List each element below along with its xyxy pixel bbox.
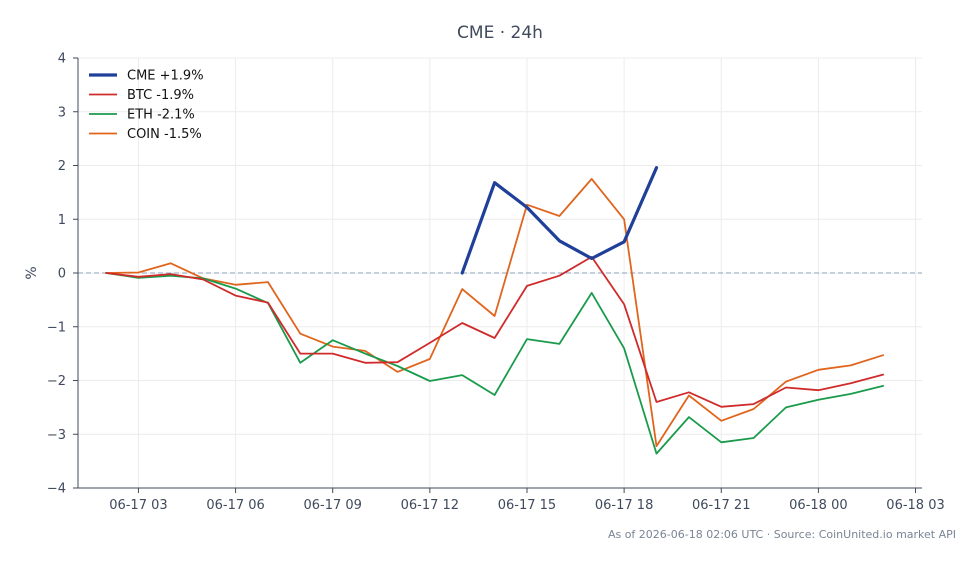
x-tick-label: 06-18 03 [886,498,944,513]
y-tick-label: 0 [58,267,66,282]
legend-label: BTC -1.9% [127,88,194,103]
y-tick-label: −1 [47,320,66,335]
legend-label: COIN -1.5% [127,127,202,142]
legend-label: ETH -2.1% [127,108,195,123]
x-tick-label: 06-17 15 [498,498,556,513]
y-tick-label: −2 [47,374,66,389]
x-tick-label: 06-17 12 [401,498,459,513]
y-tick-label: 3 [58,105,66,120]
legend-label: CME +1.9% [127,69,204,84]
series-line [105,272,884,455]
y-axis-label: % [24,266,40,279]
series-line [105,255,884,408]
footer-note: As of 2026-06-18 02:06 UTC · Source: Coi… [608,528,956,541]
x-tick-label: 06-17 03 [109,498,167,513]
y-tick-label: −4 [47,482,66,497]
series-line [105,178,884,447]
y-tick-label: 4 [58,52,66,67]
chart-title: CME · 24h [457,23,543,43]
y-tick-label: 2 [58,159,66,174]
y-tick-label: 1 [58,213,66,228]
x-tick-label: 06-18 00 [789,498,847,513]
series-layer [105,166,884,455]
legend: CME +1.9% BTC -1.9% ETH -2.1% COIN -1.5% [89,69,204,142]
grid [78,57,922,489]
axes [73,57,922,493]
x-tick-label: 06-17 06 [206,498,264,513]
tick-labels: 06-17 03 06-17 06 06-17 09 06-17 12 06-17 15… [47,52,945,514]
series-line [460,166,659,275]
x-tick-label: 06-17 21 [692,498,750,513]
y-tick-label: −3 [47,428,66,443]
x-tick-label: 06-17 09 [303,498,361,513]
x-tick-label: 06-17 18 [595,498,653,513]
